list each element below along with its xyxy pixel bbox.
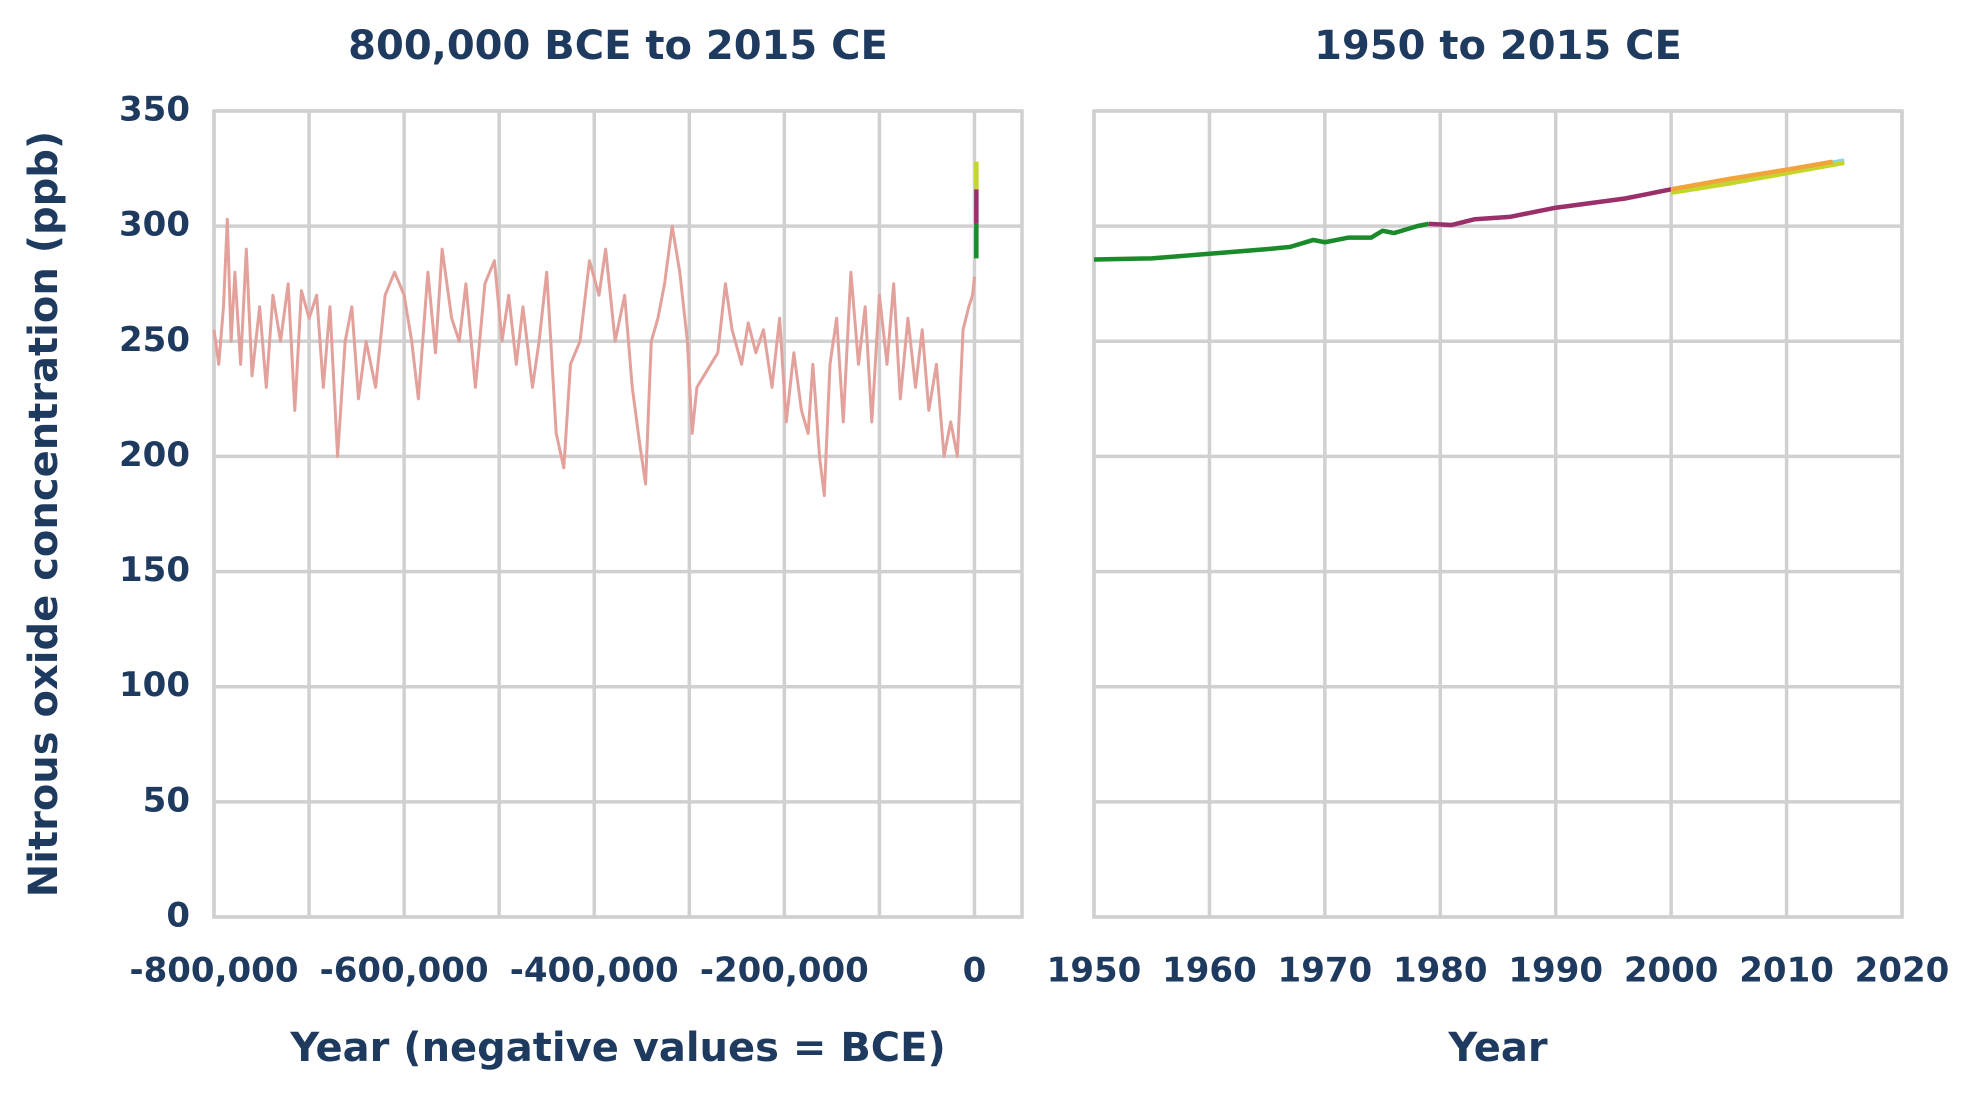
y-tick-label: 150 [119,550,190,590]
x-tick-label: 2000 [1624,951,1719,991]
data-line [1428,187,1672,228]
x-tick-label: 2020 [1855,951,1950,991]
y-tick-label: 50 [143,780,190,820]
x-tick-label: 1960 [1162,951,1257,991]
x-tick-label: 0 [963,951,987,991]
data-line [1093,221,1430,262]
x-axis-title: Year [1447,1025,1547,1071]
chart-title: 1950 to 2015 CE [1314,23,1682,69]
x-tick-label: 1950 [1047,951,1142,991]
y-tick-label: 200 [119,435,190,475]
chart-title: 800,000 BCE to 2015 CE [348,23,888,69]
x-axis-title: Year (negative values = BCE) [289,1025,946,1071]
y-tick-label: 0 [166,896,190,936]
x-tick-label: 2010 [1739,951,1834,991]
y-tick-label: 350 [119,90,190,130]
x-tick-label: -800,000 [130,951,299,991]
x-tick-label: -400,000 [510,951,679,991]
x-tick-label: -200,000 [700,951,869,991]
data-line [1670,159,1834,192]
y-axis-title: Nitrous oxide concentration (ppb) [21,131,67,897]
x-tick-label: 1980 [1393,951,1488,991]
data-line [1670,160,1845,195]
plot-frame [212,109,1024,919]
plot-frame [1092,109,1904,919]
data-line [212,217,976,498]
y-tick-label: 300 [119,205,190,245]
x-tick-label: 1970 [1278,951,1373,991]
x-tick-label: -600,000 [320,951,489,991]
y-tick-label: 100 [119,665,190,705]
y-tick-label: 250 [119,320,190,360]
x-tick-label: 1990 [1508,951,1603,991]
